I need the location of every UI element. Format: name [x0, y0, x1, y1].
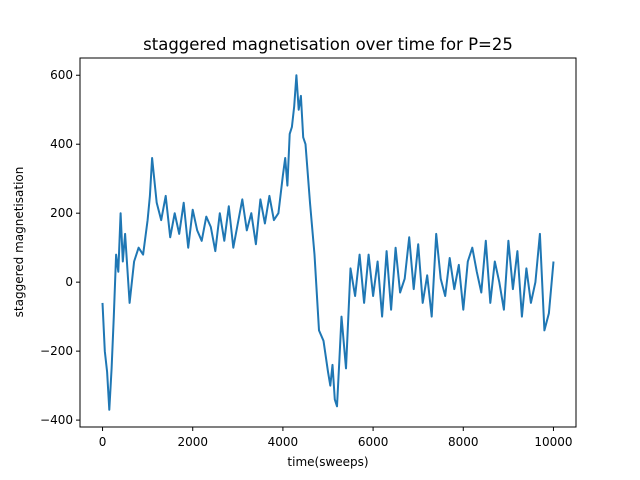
x-tick-label: 0	[99, 435, 107, 449]
chart-title: staggered magnetisation over time for P=…	[143, 35, 513, 54]
x-tick-label: 2000	[177, 435, 208, 449]
y-tick-label: 0	[65, 275, 73, 289]
x-tick-label: 4000	[268, 435, 299, 449]
x-axis-label: time(sweeps)	[287, 455, 368, 469]
y-tick-label: 600	[50, 68, 73, 82]
y-tick-label: −200	[40, 344, 73, 358]
y-axis-label: staggered magnetisation	[12, 167, 26, 318]
x-tick-label: 10000	[534, 435, 572, 449]
series-line-0	[101, 74, 555, 411]
tick-layer: 0 2000 4000 6000 8000 10000 −400 −200 0 200 400 600	[40, 68, 573, 449]
x-tick-label: 6000	[358, 435, 389, 449]
x-tick-label: 8000	[448, 435, 479, 449]
y-tick-label: 400	[50, 137, 73, 151]
plot-frame	[79, 57, 577, 428]
y-tick-label: 200	[50, 206, 73, 220]
y-tick-label: −400	[40, 413, 73, 427]
series-layer	[101, 74, 555, 411]
